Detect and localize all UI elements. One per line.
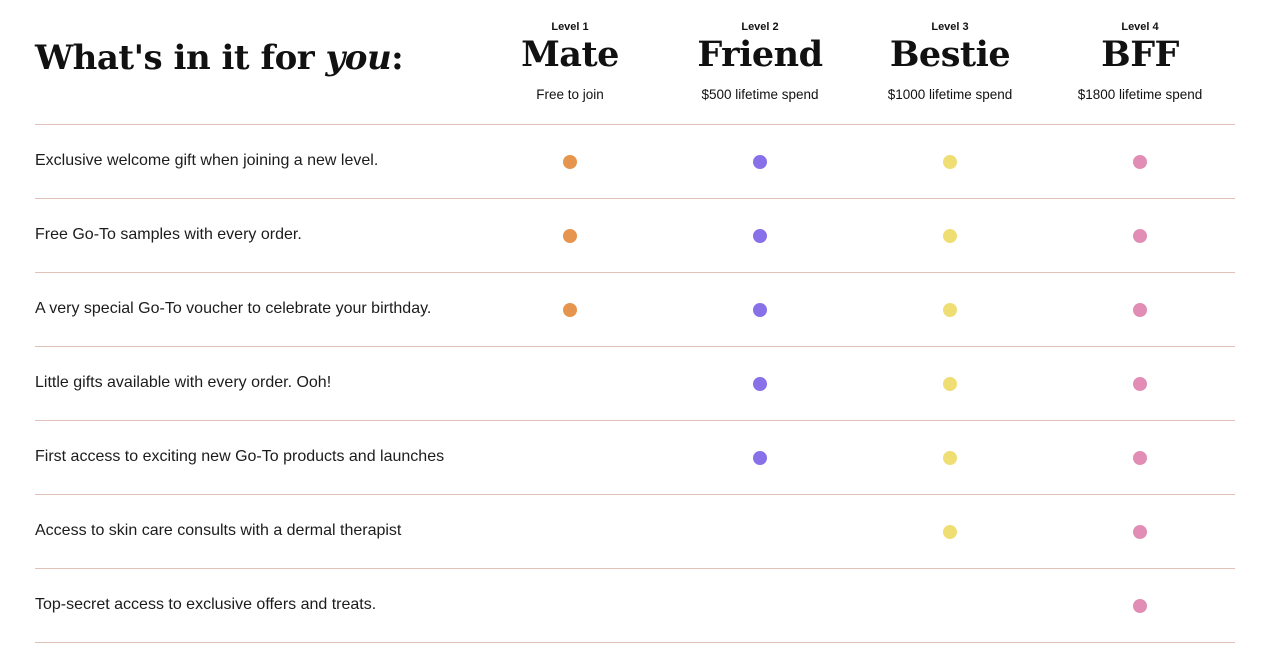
benefit-row: Top-secret access to exclusive offers an… <box>35 569 1235 643</box>
row-divider <box>35 346 1235 347</box>
heading-suffix: : <box>391 38 404 78</box>
row-divider <box>35 124 1235 125</box>
row-divider <box>35 494 1235 495</box>
benefit-row: Free Go-To samples with every order. <box>35 199 1235 273</box>
tier-column-header-mate: Level 1 Mate Free to join <box>475 20 665 104</box>
tier-level-label: Level 1 <box>551 21 589 33</box>
tier-included-dot-icon <box>1133 155 1147 169</box>
tier-name: BFF <box>1101 34 1179 75</box>
tier-spend: $1000 lifetime spend <box>887 87 1013 102</box>
benefit-row: Exclusive welcome gift when joining a ne… <box>35 125 1235 199</box>
tier-included-dot-icon <box>753 229 767 243</box>
benefit-label: Free Go-To samples with every order. <box>35 226 302 243</box>
benefit-label: First access to exciting new Go-To produ… <box>35 448 445 465</box>
row-divider <box>35 642 1235 643</box>
tier-included-dot-icon <box>943 525 957 539</box>
tier-spend: Free to join <box>536 87 604 102</box>
tier-name: Mate <box>521 34 619 75</box>
page-title: What's in it for you: <box>35 36 404 80</box>
row-divider <box>35 198 1235 199</box>
tier-included-dot-icon <box>1133 525 1147 539</box>
benefit-row: A very special Go-To voucher to celebrat… <box>35 273 1235 347</box>
tier-spend: $1800 lifetime spend <box>1077 87 1203 102</box>
row-divider <box>35 568 1235 569</box>
tier-level-label: Level 4 <box>1121 21 1159 33</box>
tier-included-dot-icon <box>943 303 957 317</box>
row-divider <box>35 272 1235 273</box>
tier-included-dot-icon <box>753 377 767 391</box>
tier-included-dot-icon <box>943 451 957 465</box>
tier-included-dot-icon <box>943 377 957 391</box>
benefit-label: A very special Go-To voucher to celebrat… <box>35 300 432 317</box>
benefit-label: Exclusive welcome gift when joining a ne… <box>35 152 379 169</box>
tier-included-dot-icon <box>563 229 577 243</box>
tier-included-dot-icon <box>1133 377 1147 391</box>
row-divider <box>35 420 1235 421</box>
tier-included-dot-icon <box>753 155 767 169</box>
tier-included-dot-icon <box>943 155 957 169</box>
tier-column-header-friend: Level 2 Friend $500 lifetime spend <box>665 20 855 104</box>
tier-included-dot-icon <box>753 303 767 317</box>
tier-spend: $500 lifetime spend <box>701 87 819 102</box>
tier-included-dot-icon <box>1133 451 1147 465</box>
tier-included-dot-icon <box>943 229 957 243</box>
tier-level-label: Level 2 <box>741 21 779 33</box>
benefit-row: First access to exciting new Go-To produ… <box>35 421 1235 495</box>
tier-name: Bestie <box>889 34 1011 75</box>
tier-column-header-bestie: Level 3 Bestie $1000 lifetime spend <box>855 20 1045 104</box>
benefit-label: Top-secret access to exclusive offers an… <box>35 596 377 613</box>
benefit-row: Access to skin care consults with a derm… <box>35 495 1235 569</box>
heading-prefix: What's in it for <box>35 38 326 78</box>
tier-name: Friend <box>697 34 823 75</box>
tier-included-dot-icon <box>1133 229 1147 243</box>
benefit-label: Little gifts available with every order.… <box>35 374 332 391</box>
tier-column-header-bff: Level 4 BFF $1800 lifetime spend <box>1045 20 1235 104</box>
tier-included-dot-icon <box>753 451 767 465</box>
benefit-row: Little gifts available with every order.… <box>35 347 1235 421</box>
tier-included-dot-icon <box>1133 599 1147 613</box>
tier-level-label: Level 3 <box>931 21 969 33</box>
tier-included-dot-icon <box>563 155 577 169</box>
tier-included-dot-icon <box>1133 303 1147 317</box>
heading-emphasis: you <box>325 38 392 78</box>
benefit-label: Access to skin care consults with a derm… <box>35 522 402 539</box>
tier-included-dot-icon <box>563 303 577 317</box>
